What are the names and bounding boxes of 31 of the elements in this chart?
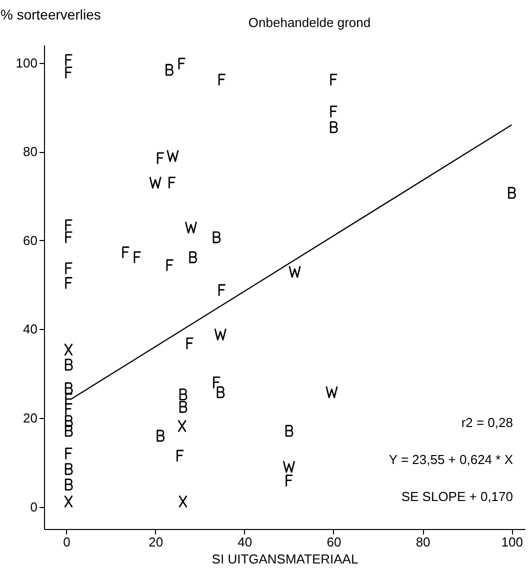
annotation: r2 = 0,28 bbox=[461, 415, 513, 430]
point bbox=[288, 266, 301, 278]
annotation: SE SLOPE + 0,170 bbox=[401, 489, 513, 504]
point bbox=[64, 463, 73, 475]
y-tick-label: 100 bbox=[16, 55, 38, 70]
x-axis-title: SI UITGANSMATERIAAL bbox=[212, 552, 358, 566]
x-tick-label: 20 bbox=[148, 534, 164, 550]
y-tick-label: 40 bbox=[23, 322, 38, 337]
annotation: Y = 23,55 + 0,624 * X bbox=[388, 452, 514, 467]
x-tick-label: 80 bbox=[416, 534, 430, 550]
y-axis-title: % sorteerverlies bbox=[0, 6, 101, 22]
chart-title: Onbehandelde grond bbox=[248, 15, 371, 30]
point bbox=[179, 388, 188, 400]
y-tick-label: 0 bbox=[30, 499, 38, 514]
point bbox=[149, 176, 162, 189]
point bbox=[178, 420, 186, 432]
x-tick-label: 60 bbox=[326, 534, 342, 550]
point bbox=[283, 460, 295, 473]
point bbox=[185, 222, 197, 234]
point bbox=[178, 496, 188, 508]
point bbox=[214, 328, 226, 340]
y-tick-label: 60 bbox=[23, 232, 38, 248]
point bbox=[64, 344, 73, 356]
x-tick-label: 40 bbox=[238, 534, 252, 550]
x-tick-label: 100 bbox=[501, 534, 523, 550]
x-tick-label: 0 bbox=[63, 534, 70, 550]
point bbox=[326, 386, 338, 398]
y-tick-label: 20 bbox=[23, 410, 38, 426]
point bbox=[64, 496, 73, 508]
point bbox=[166, 150, 179, 162]
y-tick-label: 80 bbox=[23, 144, 38, 160]
